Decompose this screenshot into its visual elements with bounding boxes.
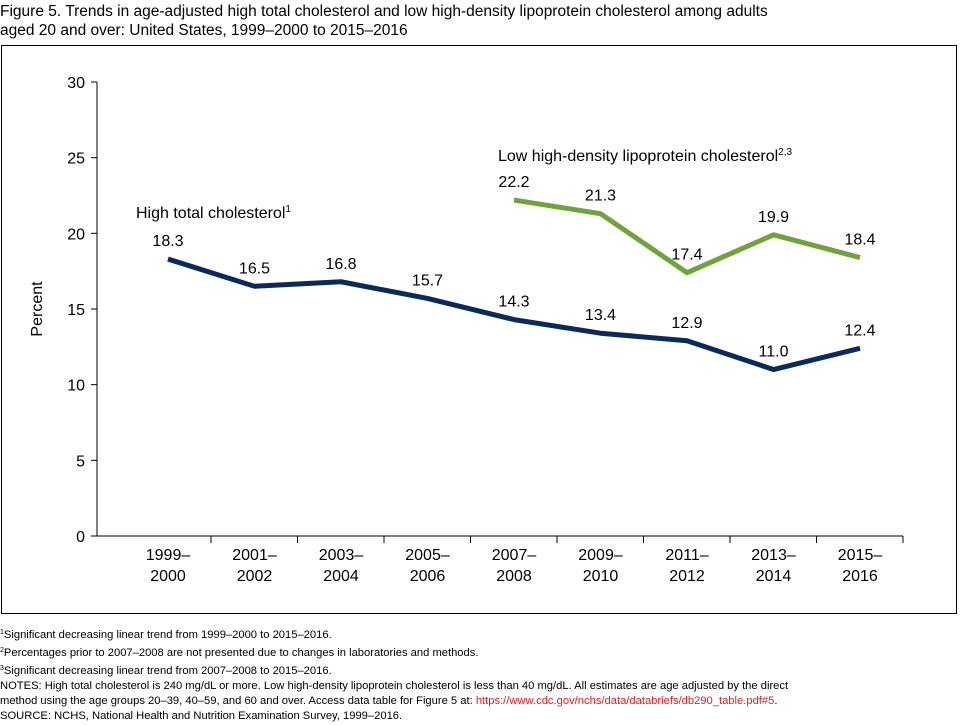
footnote-1-text: Significant decreasing linear trend from… bbox=[3, 629, 332, 641]
notes-line-1: NOTES: High total cholesterol is 240 mg/… bbox=[0, 680, 789, 693]
data-table-link[interactable]: https://www.cdc.gov/nchs/data/databriefs… bbox=[475, 695, 775, 708]
footnotes: 1Significant decreasing linear trend fro… bbox=[0, 625, 960, 725]
x-tick-label: 2005– 2006 bbox=[405, 547, 450, 585]
data-label: 12.4 bbox=[844, 322, 875, 339]
series-line-0 bbox=[167, 256, 861, 373]
x-tick-label: 2003– 2004 bbox=[319, 547, 364, 585]
x-tick-label: 2007– 2008 bbox=[492, 547, 537, 585]
notes-line-2: method using the age groups 20–39, 40–59… bbox=[0, 694, 960, 709]
axes: 0 5 10 15 20 25 30 Percent 1999– 2000 2001– 2002 200… bbox=[29, 75, 904, 585]
x-tick-label: 1999– 2000 bbox=[146, 547, 191, 585]
x-tick-label: 2009– 2010 bbox=[578, 547, 623, 585]
footnote-3-text: Significant decreasing linear trend from… bbox=[3, 665, 332, 678]
chart-frame bbox=[1, 45, 957, 614]
source-line: SOURCE: NCHS, National Health and Nutrit… bbox=[0, 710, 403, 723]
y-tick-label: 10 bbox=[67, 378, 85, 395]
footnote-1: 1Significant decreasing linear trend fro… bbox=[0, 625, 960, 643]
data-label: 19.9 bbox=[758, 209, 789, 226]
footnote-3-marker: 3 bbox=[0, 665, 4, 673]
y-tick-label: 0 bbox=[76, 529, 85, 546]
footnote-2-text: Percentages prior to 2007–2008 are not p… bbox=[3, 647, 479, 660]
data-label: 15.7 bbox=[412, 272, 443, 289]
series-layer bbox=[167, 197, 861, 373]
series-line-1 bbox=[513, 197, 861, 276]
data-label: 18.3 bbox=[152, 233, 183, 250]
series-label-low-hdl: Low high-density lipoprotein cholesterol… bbox=[498, 147, 793, 165]
x-tick-label: 2001– 2002 bbox=[232, 547, 277, 585]
footnote-1-marker: 1 bbox=[0, 629, 4, 636]
footnote-3: 3Significant decreasing linear trend fro… bbox=[0, 661, 960, 679]
figure-title-line-1: Figure 5. Trends in age-adjusted high to… bbox=[0, 3, 768, 20]
notes-line-2-end: . bbox=[774, 695, 778, 708]
figure-title: Figure 5. Trends in age-adjusted high to… bbox=[0, 2, 955, 40]
data-label: 14.3 bbox=[498, 294, 529, 311]
footnote-2: 2Percentages prior to 2007–2008 are not … bbox=[0, 643, 960, 661]
x-tick-label: 2015– 2016 bbox=[838, 547, 883, 585]
data-label: 21.3 bbox=[585, 188, 616, 205]
data-label: 12.9 bbox=[671, 315, 702, 332]
data-label: 16.5 bbox=[239, 260, 270, 277]
y-axis-label: Percent bbox=[29, 281, 46, 337]
labels-layer: 18.3 16.5 16.8 15.7 14.3 13.4 12.9 11.0 12.4 22.2… bbox=[136, 147, 876, 361]
data-label: 13.4 bbox=[585, 307, 616, 324]
figure-title-line-2: aged 20 and over: United States, 1999–20… bbox=[0, 22, 408, 39]
series-label-high-total-cholesterol: High total cholesterol1 bbox=[136, 204, 291, 222]
y-tick-label: 15 bbox=[67, 302, 85, 319]
data-label: 18.4 bbox=[844, 232, 875, 249]
x-tick-label: 2011– 2012 bbox=[665, 547, 708, 585]
data-label: 16.8 bbox=[325, 256, 356, 273]
notes-line-2-text: method using the age groups 20–39, 40–59… bbox=[0, 695, 476, 708]
y-tick-label: 30 bbox=[67, 75, 85, 92]
y-tick-label: 20 bbox=[67, 226, 85, 243]
y-tick-label: 25 bbox=[67, 151, 85, 168]
data-label: 17.4 bbox=[671, 247, 702, 264]
y-tick-label: 5 bbox=[76, 453, 85, 470]
footnote-2-marker: 2 bbox=[0, 647, 4, 655]
x-tick-label: 2013– 2014 bbox=[751, 547, 796, 585]
data-label: 22.2 bbox=[498, 174, 529, 191]
data-label: 11.0 bbox=[759, 344, 789, 361]
